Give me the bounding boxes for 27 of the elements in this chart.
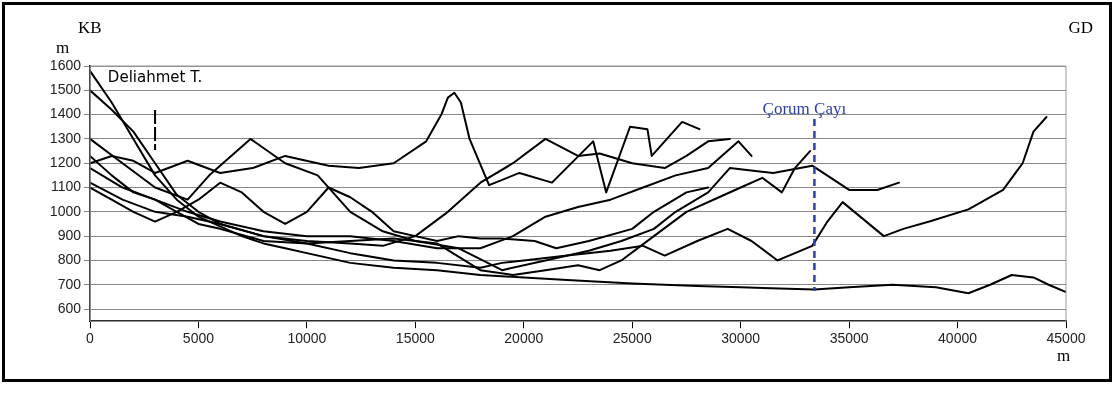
- x-tick-label: 45000: [1046, 330, 1086, 347]
- x-tick-label: 15000: [395, 330, 436, 347]
- y-tick-label: 600: [57, 299, 82, 316]
- y-tick-label: 800: [57, 251, 82, 268]
- y-tick-label: 1200: [49, 154, 82, 171]
- y-tick-label: 1000: [49, 202, 82, 219]
- x-tick-label: 0: [86, 330, 95, 347]
- y-tick-label: 1600: [49, 56, 82, 73]
- x-tick-label: 5000: [182, 330, 215, 347]
- y-tick-label: 1400: [49, 105, 82, 122]
- ref-line-label: Çorum Çayı: [762, 98, 847, 118]
- y-tick-label: 1100: [50, 178, 82, 195]
- x-tick-label: 20000: [504, 330, 544, 347]
- x-tick-label: 25000: [612, 330, 652, 347]
- x-axis-title: m: [1057, 346, 1071, 366]
- x-tick-label: 40000: [938, 330, 978, 347]
- text: GD: [1068, 18, 1093, 38]
- x-tick-label: 35000: [829, 330, 869, 347]
- x-tick-label: 30000: [721, 330, 761, 347]
- y-axis-title: m: [56, 38, 70, 58]
- ref-line-label: Deliahmet T.: [107, 68, 203, 87]
- y-tick-label: 900: [57, 226, 82, 243]
- y-tick-label: 700: [57, 275, 82, 292]
- x-tick-label: 10000: [287, 330, 327, 347]
- y-tick-label: 1500: [49, 81, 82, 98]
- y-tick-label: 1300: [49, 129, 82, 146]
- text: KB: [78, 18, 102, 38]
